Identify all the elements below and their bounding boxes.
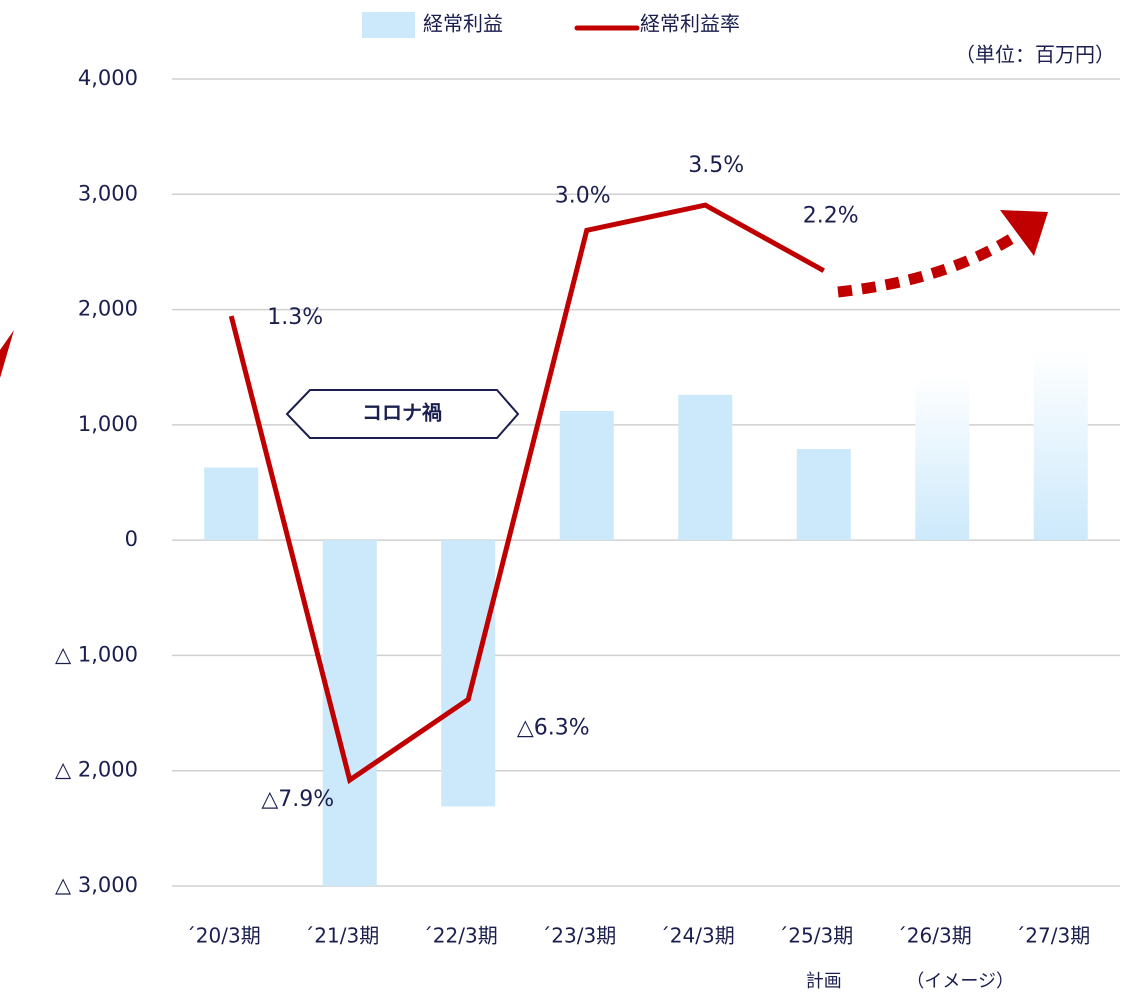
bar: [1033, 349, 1088, 541]
legend-label: 経常利益: [423, 12, 503, 36]
y-tick-label: △ 2,000: [55, 758, 138, 782]
legend-swatch: [362, 12, 415, 38]
x-sublabel: 計画: [806, 971, 842, 992]
bar: [204, 467, 259, 541]
partial-arrow: [0, 330, 14, 378]
y-tick-label: 4,000: [78, 66, 138, 90]
y-tick-label: 1,000: [78, 412, 138, 436]
bars: [204, 349, 1088, 886]
bar: [441, 540, 496, 807]
data-label: 2.2%: [803, 204, 859, 229]
x-tick-label: ´20/3期: [186, 924, 261, 948]
x-tick-label: ´21/3期: [304, 924, 379, 948]
x-tick-label: ´26/3期: [897, 924, 972, 948]
data-label: 3.0%: [555, 183, 611, 208]
y-tick-label: △ 3,000: [55, 873, 138, 897]
bar: [796, 449, 851, 541]
bar: [678, 394, 733, 541]
y-tick-label: 2,000: [78, 297, 138, 321]
data-label: △7.9%: [261, 787, 334, 812]
x-tick-label: ´24/3期: [660, 924, 735, 948]
x-tick-label: ´25/3期: [778, 924, 853, 948]
x-sublabel: （イメージ）: [906, 971, 1014, 992]
y-tick-label: 3,000: [78, 181, 138, 205]
x-tick-label: ´22/3期: [423, 924, 498, 948]
bar: [559, 411, 614, 541]
data-label: △6.3%: [517, 715, 590, 740]
bar: [915, 376, 970, 541]
data-label: 3.5%: [688, 153, 744, 178]
y-tick-label: 0: [125, 527, 138, 551]
grid: [172, 78, 1120, 887]
legend-label: 経常利益率: [640, 12, 740, 36]
trend-arrow: [837, 227, 1026, 298]
line: [228, 202, 825, 785]
annotation: コロナ禍: [362, 401, 442, 425]
annotation-box: [285, 389, 520, 439]
y-tick-label: △ 1,000: [55, 642, 138, 666]
x-tick-label: ´23/3期: [541, 924, 616, 948]
x-tick-label: ´27/3期: [1015, 924, 1090, 948]
data-label: 1.3%: [267, 305, 323, 330]
unit-note: （単位：百万円）: [955, 43, 1115, 67]
trend-arrow-head: [1000, 210, 1048, 256]
